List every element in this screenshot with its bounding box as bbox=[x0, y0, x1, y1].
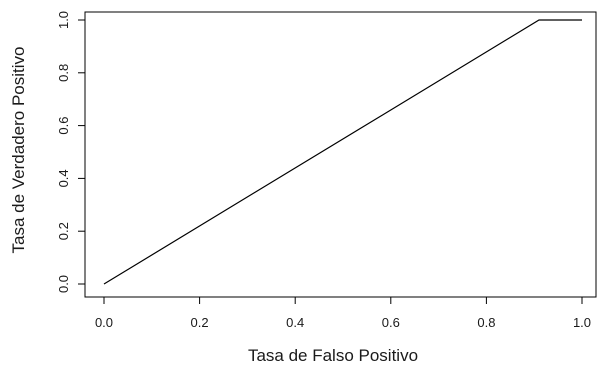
x-tick-label: 0.4 bbox=[286, 315, 304, 330]
y-tick-label: 0.8 bbox=[56, 64, 71, 82]
roc-curve-line bbox=[103, 19, 582, 285]
y-tick-label: 0.6 bbox=[56, 117, 71, 135]
x-tick-label: 0.2 bbox=[191, 315, 209, 330]
x-tick-label: 1.0 bbox=[573, 315, 591, 330]
series-layer bbox=[103, 19, 582, 285]
y-tick-label: 0.4 bbox=[56, 169, 71, 187]
x-tick-label: 0.0 bbox=[95, 315, 113, 330]
x-axis-title: Tasa de Falso Positivo bbox=[248, 346, 418, 365]
y-axis: 0.0 0.2 0.4 0.6 0.8 1.0 bbox=[56, 11, 86, 293]
x-tick-label: 0.6 bbox=[382, 315, 400, 330]
x-axis: 0.0 0.2 0.4 0.6 0.8 1.0 bbox=[95, 296, 591, 330]
plot-area-frame bbox=[84, 11, 597, 298]
y-axis-title: Tasa de Verdadero Positivo bbox=[9, 47, 28, 254]
y-tick-label: 0.2 bbox=[56, 222, 71, 240]
y-tick-label: 0.0 bbox=[56, 275, 71, 293]
y-tick-label: 1.0 bbox=[56, 11, 71, 29]
x-tick-label: 0.8 bbox=[477, 315, 495, 330]
